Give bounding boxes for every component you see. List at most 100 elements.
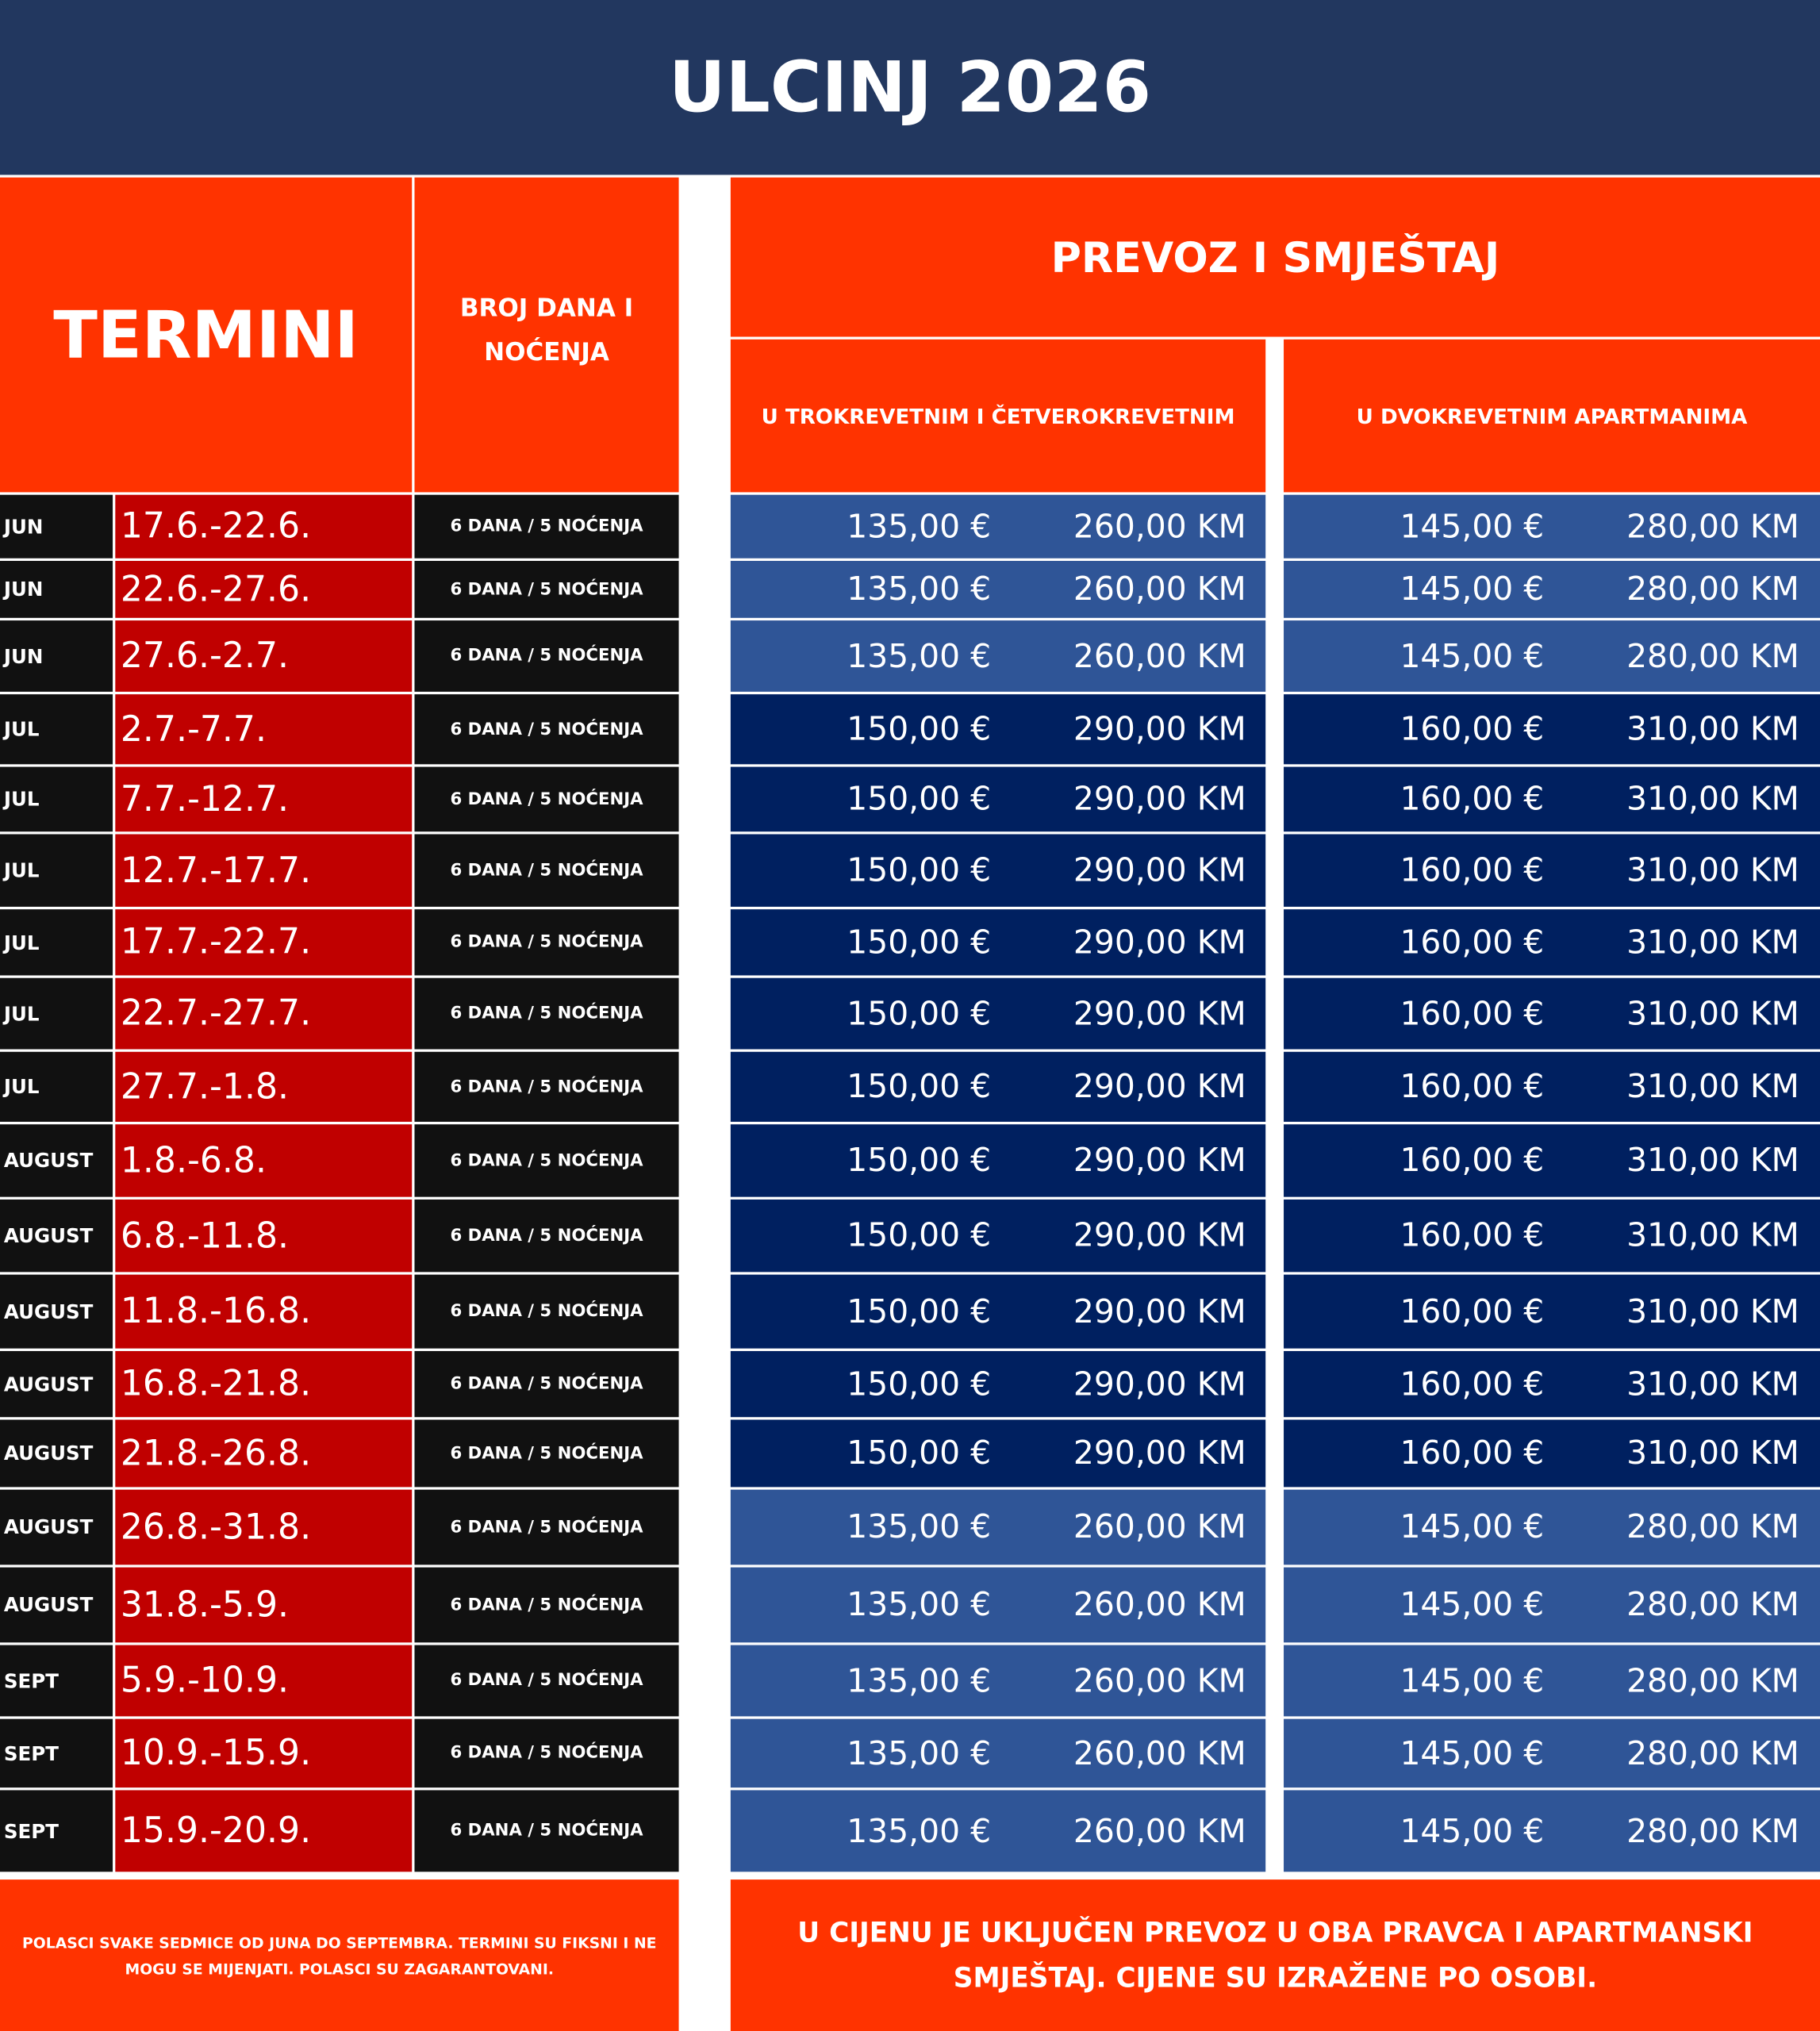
duration: 6 DANA / 5 NOĆENJA [414,1645,679,1717]
price-eur: 160,00 € [1400,923,1545,961]
transport-header: PREVOZ I SMJEŠTAJ [730,177,1820,337]
price-km: 290,00 KM [1073,779,1246,818]
duration: 6 DANA / 5 NOĆENJA [414,620,679,692]
price-km: 310,00 KM [1626,709,1799,748]
price-block [1284,494,1820,559]
price-eur: 145,00 € [1400,1507,1545,1545]
price-km: 260,00 KM [1073,1507,1246,1545]
price-eur: 160,00 € [1400,779,1545,818]
price-block [730,560,1266,618]
duration: 6 DANA / 5 NOĆENJA [414,1718,679,1788]
price-km: 310,00 KM [1626,923,1799,961]
price-eur: 160,00 € [1400,850,1545,889]
price-km: 280,00 KM [1626,1811,1799,1849]
price-km: 290,00 KM [1073,923,1246,961]
duration: 6 DANA / 5 NOĆENJA [414,494,679,559]
price-block [1284,1645,1820,1717]
duration: 6 DANA / 5 NOĆENJA [414,560,679,618]
price-km: 280,00 KM [1626,1733,1799,1772]
price-km: 260,00 KM [1073,1585,1246,1623]
termini-header: TERMINI [0,177,413,493]
price-km: 290,00 KM [1073,1434,1246,1472]
month: JUN [0,620,113,692]
duration: 6 DANA / 5 NOĆENJA [414,1419,679,1488]
price-eur: 135,00 € [847,507,992,545]
price-block [730,1274,1266,1349]
price-block [730,694,1266,765]
col-b-header: U DVOKREVETNIM APARTMANIMA [1284,339,1820,493]
price-eur: 145,00 € [1400,1661,1545,1699]
price-eur: 160,00 € [1400,1292,1545,1330]
price-eur: 150,00 € [847,1067,992,1105]
price-block [730,766,1266,832]
price-km: 280,00 KM [1626,1585,1799,1623]
price-block [1284,1419,1820,1488]
month: AUGUST [0,1274,113,1349]
price-block [730,620,1266,692]
month: JUL [0,977,113,1050]
month: AUGUST [0,1350,113,1418]
duration: 6 DANA / 5 NOĆENJA [414,766,679,832]
price-km: 310,00 KM [1626,779,1799,818]
price-km: 280,00 KM [1626,1507,1799,1545]
month: AUGUST [0,1419,113,1488]
price-km: 290,00 KM [1073,1292,1246,1330]
dates: 7.7.-12.7. [115,766,413,832]
month: JUL [0,909,113,976]
duration: 6 DANA / 5 NOĆENJA [414,1051,679,1122]
duration: 6 DANA / 5 NOĆENJA [414,977,679,1050]
duration: 6 DANA / 5 NOĆENJA [414,1489,679,1565]
price-km: 310,00 KM [1626,994,1799,1032]
price-block [730,494,1266,559]
price-eur: 135,00 € [847,636,992,674]
price-eur: 135,00 € [847,1811,992,1849]
price-block [730,1567,1266,1643]
dates: 31.8.-5.9. [115,1567,413,1643]
price-eur: 160,00 € [1400,1216,1545,1254]
price-block [1284,1718,1820,1788]
dates: 22.6.-27.6. [115,560,413,618]
price-km: 290,00 KM [1073,850,1246,889]
price-block [730,1051,1266,1122]
price-eur: 150,00 € [847,994,992,1032]
price-km: 290,00 KM [1073,709,1246,748]
month: AUGUST [0,1124,113,1197]
price-km: 310,00 KM [1626,850,1799,889]
price-km: 260,00 KM [1073,1661,1246,1699]
price-block [1284,1489,1820,1565]
price-block [730,1350,1266,1418]
month: AUGUST [0,1199,113,1273]
price-block [1284,1124,1820,1197]
price-eur: 150,00 € [847,1365,992,1403]
price-block [1284,620,1820,692]
price-block [1284,977,1820,1050]
price-block [1284,1274,1820,1349]
duration: 6 DANA / 5 NOĆENJA [414,1274,679,1349]
price-block [730,909,1266,976]
price-eur: 150,00 € [847,779,992,818]
month: SEPT [0,1790,113,1872]
duration: 6 DANA / 5 NOĆENJA [414,834,679,907]
price-eur: 160,00 € [1400,1141,1545,1179]
price-eur: 160,00 € [1400,709,1545,748]
month: SEPT [0,1718,113,1788]
price-eur: 145,00 € [1400,1811,1545,1849]
price-eur: 135,00 € [847,570,992,608]
price-eur: 150,00 € [847,1292,992,1330]
price-block [1284,1350,1820,1418]
month: JUN [0,494,113,559]
price-km: 310,00 KM [1626,1067,1799,1105]
dates: 21.8.-26.8. [115,1419,413,1488]
price-block [730,1199,1266,1273]
price-block [1284,1199,1820,1273]
price-eur: 145,00 € [1400,570,1545,608]
price-block [1284,909,1820,976]
price-block [1284,1051,1820,1122]
price-eur: 160,00 € [1400,1365,1545,1403]
price-block [1284,560,1820,618]
price-eur: 160,00 € [1400,994,1545,1032]
duration: 6 DANA / 5 NOĆENJA [414,1350,679,1418]
price-km: 290,00 KM [1073,1216,1246,1254]
